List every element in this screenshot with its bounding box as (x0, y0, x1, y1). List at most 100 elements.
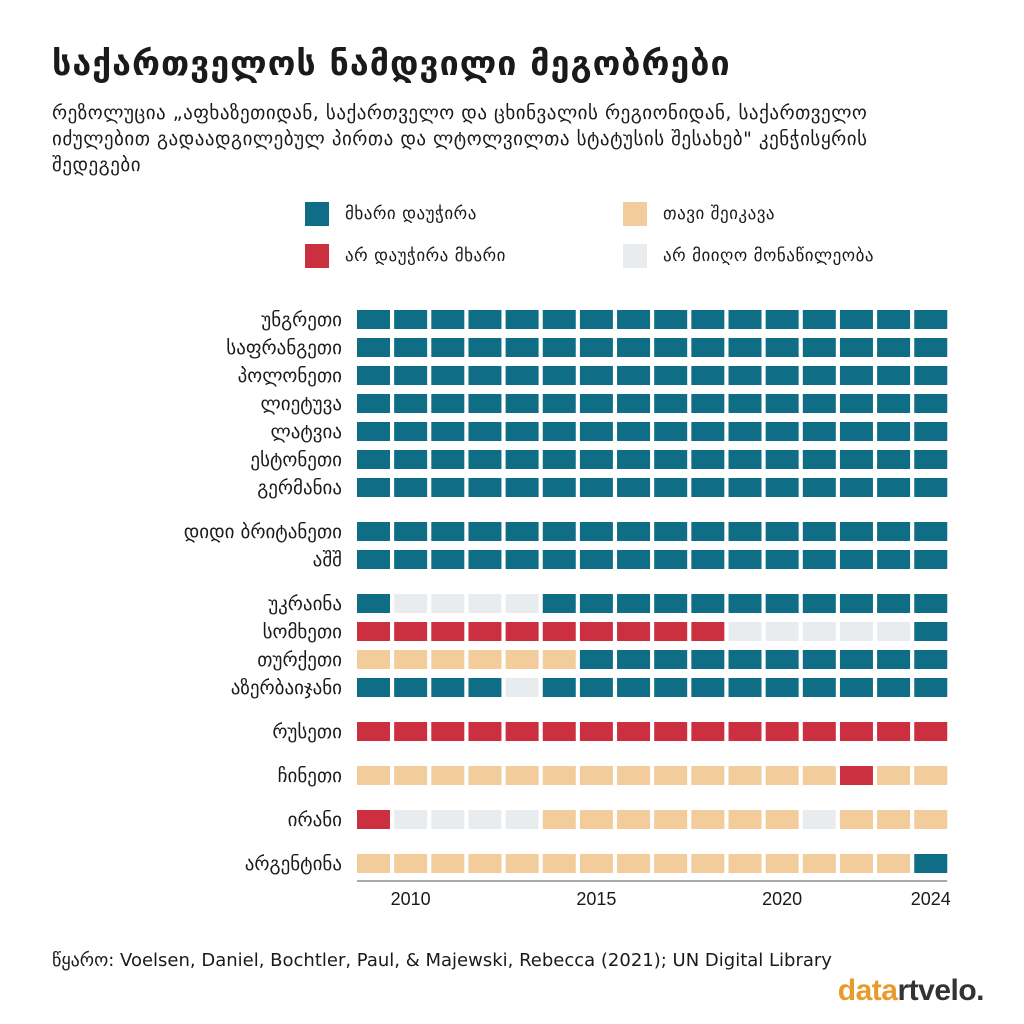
vote-cell-support (431, 422, 465, 441)
vote-cell-support (914, 478, 948, 497)
vote-cell-support (839, 394, 873, 413)
vote-cell-support (691, 678, 725, 697)
vote-cell-support (431, 338, 465, 357)
chart-title: საქართველოს ნამდვილი მეგობრები (52, 44, 731, 84)
vote-cell-support (691, 550, 725, 569)
vote-cell-support (579, 310, 613, 329)
vote-cell-absent (394, 594, 428, 613)
vote-cell-support (877, 422, 911, 441)
vote-cell-against (617, 722, 651, 741)
vote-cell-support (431, 678, 465, 697)
vote-cell-support (839, 338, 873, 357)
vote-cell-support (617, 422, 651, 441)
x-tick-label: 2020 (762, 889, 802, 909)
vote-cell-support (765, 310, 799, 329)
vote-cell-support (728, 422, 762, 441)
country-label: დიდი ბრიტანეთი (184, 521, 342, 543)
vote-cell-support (802, 550, 836, 569)
vote-cell-support (691, 650, 725, 669)
vote-cell-support (357, 678, 390, 697)
vote-cell-abstain (877, 766, 911, 785)
vote-cell-support (877, 522, 911, 541)
country-label: არგენტინა (245, 853, 342, 875)
country-label: პოლონეთი (238, 365, 342, 387)
vote-cell-support (542, 310, 576, 329)
vote-cell-support (839, 594, 873, 613)
vote-cell-support (542, 550, 576, 569)
vote-cell-support (914, 854, 948, 873)
vote-cell-support (839, 678, 873, 697)
vote-cell-support (505, 550, 539, 569)
vote-cell-support (579, 450, 613, 469)
vote-cell-support (357, 366, 390, 385)
vote-cell-support (802, 394, 836, 413)
vote-cell-support (728, 678, 762, 697)
vote-cell-support (617, 394, 651, 413)
vote-cell-abstain (877, 810, 911, 829)
vote-cell-support (728, 478, 762, 497)
vote-cell-support (728, 522, 762, 541)
vote-cell-support (839, 366, 873, 385)
vote-cell-support (802, 310, 836, 329)
vote-cell-against (839, 766, 873, 785)
vote-cell-support (394, 310, 428, 329)
vote-cell-against (691, 622, 725, 641)
vote-cell-against (728, 722, 762, 741)
vote-cell-support (802, 338, 836, 357)
vote-cell-support (468, 450, 502, 469)
vote-cell-abstain (877, 854, 911, 873)
vote-cell-support (468, 394, 502, 413)
vote-cell-against (839, 722, 873, 741)
x-tick-label: 2015 (576, 889, 616, 909)
vote-cell-absent (802, 622, 836, 641)
vote-cell-against (914, 722, 948, 741)
vote-cell-support (357, 522, 390, 541)
vote-cell-support (617, 310, 651, 329)
vote-cell-support (505, 366, 539, 385)
vote-cell-abstain (468, 650, 502, 669)
vote-cell-support (728, 550, 762, 569)
vote-cell-support (654, 366, 688, 385)
vote-cell-support (431, 550, 465, 569)
vote-cell-support (431, 310, 465, 329)
vote-cell-support (765, 338, 799, 357)
vote-cell-support (468, 678, 502, 697)
vote-cell-support (765, 678, 799, 697)
vote-cell-support (357, 422, 390, 441)
country-label: უკრაინა (268, 593, 342, 615)
vote-cell-abstain (431, 650, 465, 669)
vote-cell-support (877, 650, 911, 669)
vote-cell-support (357, 550, 390, 569)
vote-cell-support (877, 678, 911, 697)
legend-swatch-absent (623, 244, 647, 268)
vote-cell-support (802, 450, 836, 469)
vote-cell-support (394, 678, 428, 697)
vote-cell-support (839, 478, 873, 497)
country-label: ესტონეთი (250, 449, 342, 471)
vote-cell-support (617, 478, 651, 497)
vote-cell-abstain (728, 810, 762, 829)
vote-cell-support (914, 622, 948, 641)
vote-cell-support (914, 338, 948, 357)
vote-cell-support (728, 338, 762, 357)
vote-cell-support (877, 450, 911, 469)
legend-label-against: არ დაუჭირა მხარი (345, 246, 506, 266)
vote-cell-support (654, 422, 688, 441)
vote-cell-support (505, 422, 539, 441)
vote-cell-absent (802, 810, 836, 829)
vote-cell-support (579, 338, 613, 357)
vote-cell-abstain (357, 854, 390, 873)
vote-cell-support (579, 650, 613, 669)
vote-cell-abstain (914, 766, 948, 785)
vote-cell-support (394, 478, 428, 497)
vote-cell-support (691, 338, 725, 357)
country-label: გერმანია (257, 477, 342, 499)
vote-cell-abstain (505, 854, 539, 873)
vote-cell-abstain (765, 854, 799, 873)
source-note: წყარო: Voelsen, Daniel, Bochtler, Paul, … (52, 950, 832, 971)
vote-cell-abstain (468, 854, 502, 873)
legend-item-abstain: თავი შეიკავა (623, 200, 775, 228)
vote-cell-support (357, 394, 390, 413)
vote-cell-support (505, 310, 539, 329)
country-label: რუსეთი (272, 721, 342, 743)
